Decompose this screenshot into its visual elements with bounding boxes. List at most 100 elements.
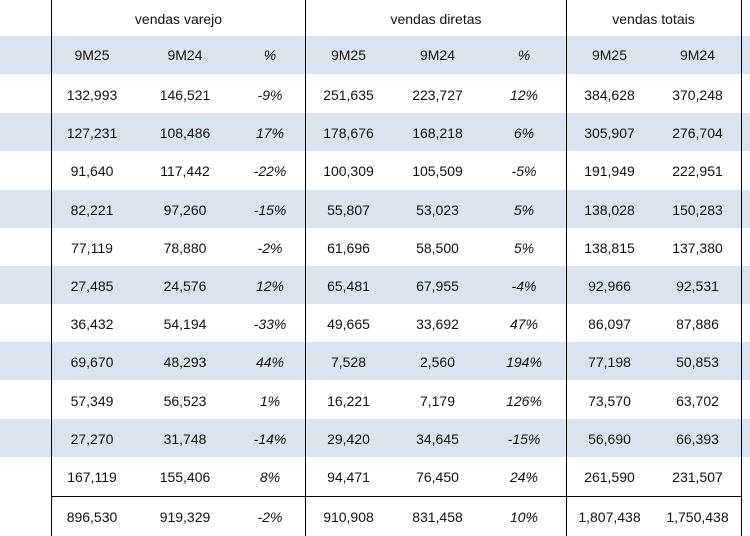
cell-diretas-pct: -5%	[511, 163, 537, 180]
cell-varejo-pct: -22%	[253, 163, 287, 180]
cell-varejo-9m24: 117,442	[160, 163, 210, 180]
cell-diretas-9m25: 7,528	[330, 354, 367, 371]
rule-left	[51, 0, 52, 536]
cell-totais-9m25: 56,690	[588, 430, 631, 447]
cell-varejo-pct: -33%	[253, 316, 287, 333]
cell-totais-9m25: 86,097	[588, 316, 631, 333]
cell-diretas-9m25: 94,471	[327, 469, 370, 485]
cell-diretas-9m25: 910,908	[323, 509, 374, 525]
group-header-varejo: vendas varejo	[134, 11, 223, 27]
cell-diretas-9m24: 831,458	[412, 509, 463, 525]
cell-totais-9m25: 92,966	[588, 278, 631, 294]
cell-varejo-9m25: 27,270	[70, 430, 114, 447]
cell-varejo-9m24: 919,329	[159, 509, 211, 525]
row-band	[0, 342, 750, 381]
group-header-totais: vendas totais	[612, 11, 695, 27]
cell-totais-9m25: 305,907	[584, 125, 635, 142]
cell-varejo-9m24: 31,748	[163, 430, 207, 447]
cell-diretas-9m25: 16,221	[327, 392, 370, 409]
col-header-diretas-pct: %	[517, 47, 531, 63]
cell-diretas-pct: 10%	[509, 509, 539, 525]
cell-diretas-9m24: 53,023	[416, 201, 459, 218]
cell-diretas-pct: 5%	[513, 201, 535, 218]
cell-varejo-pct: 1%	[259, 392, 281, 409]
cell-varejo-9m24: 48,293	[163, 354, 207, 371]
cell-varejo-9m25: 127,231	[66, 125, 118, 142]
cell-diretas-9m25: 178,676	[323, 125, 374, 142]
cell-totais-9m24: 276,704	[672, 125, 723, 142]
cell-diretas-pct: -4%	[511, 278, 537, 294]
cell-varejo-pct: 17%	[255, 125, 285, 142]
cell-varejo-9m25: 91,640	[70, 163, 114, 180]
cell-varejo-9m24: 54,194	[163, 316, 207, 333]
subheader-band	[0, 36, 750, 74]
cell-varejo-pct: -9%	[257, 87, 283, 103]
cell-diretas-9m24: 2,560	[419, 354, 456, 371]
cell-totais-9m24: 137,380	[672, 239, 723, 256]
cell-varejo-9m24: 155,406	[159, 469, 211, 485]
cell-diretas-9m25: 55,807	[327, 201, 370, 218]
row-band	[0, 113, 750, 152]
col-header-totais-9m24: 9M24	[679, 47, 716, 63]
cell-totais-9m25: 1,807,438	[578, 509, 641, 525]
cell-diretas-9m24: 67,955	[416, 278, 459, 294]
cell-diretas-9m24: 105,509	[412, 163, 463, 180]
rule-total-top	[51, 496, 742, 497]
cell-varejo-9m25: 36,432	[70, 316, 114, 333]
cell-varejo-pct: -2%	[257, 239, 283, 256]
cell-diretas-pct: 12%	[509, 87, 539, 103]
cell-varejo-9m25: 27,485	[70, 278, 114, 294]
cell-varejo-9m25: 132,993	[66, 87, 118, 103]
cell-varejo-9m24: 24,576	[163, 278, 207, 294]
cell-diretas-9m24: 7,179	[419, 392, 456, 409]
cell-diretas-9m24: 33,692	[416, 316, 459, 333]
col-header-varejo-9m25: 9M25	[74, 47, 110, 63]
cell-totais-9m24: 1,750,438	[666, 509, 729, 525]
group-header-diretas: vendas diretas	[390, 11, 482, 27]
cell-varejo-9m24: 146,521	[159, 87, 211, 103]
cell-varejo-pct: -14%	[253, 430, 287, 447]
cell-varejo-9m24: 56,523	[163, 392, 207, 409]
cell-diretas-9m24: 223,727	[412, 87, 463, 103]
cell-diretas-9m25: 29,420	[327, 430, 370, 447]
cell-diretas-9m24: 76,450	[416, 469, 459, 485]
cell-totais-9m24: 87,886	[676, 316, 719, 333]
cell-totais-9m25: 138,028	[584, 201, 635, 218]
cell-varejo-pct: 8%	[259, 469, 281, 485]
col-header-diretas-9m24: 9M24	[419, 47, 456, 63]
cell-varejo-pct: 12%	[255, 278, 285, 294]
cell-varejo-9m25: 69,670	[70, 354, 114, 371]
cell-diretas-pct: 194%	[506, 354, 542, 371]
cell-varejo-9m24: 97,260	[163, 201, 207, 218]
rule-varejo-diretas	[305, 0, 306, 536]
cell-varejo-pct: -15%	[253, 201, 287, 218]
cell-varejo-9m24: 108,486	[159, 125, 211, 142]
cell-totais-9m24: 66,393	[676, 430, 719, 447]
cell-diretas-9m25: 100,309	[323, 163, 374, 180]
cell-diretas-pct: 24%	[509, 469, 539, 485]
cell-diretas-pct: 5%	[513, 239, 535, 256]
cell-diretas-pct: 47%	[509, 316, 539, 333]
cell-totais-9m25: 77,198	[588, 354, 631, 371]
col-header-varejo-pct: %	[263, 47, 277, 63]
cell-varejo-pct: 44%	[255, 354, 285, 371]
rule-right	[741, 0, 742, 536]
col-header-diretas-9m25: 9M25	[330, 47, 367, 63]
cell-diretas-9m25: 61,696	[327, 239, 370, 256]
cell-varejo-9m25: 167,119	[67, 469, 117, 485]
cell-totais-9m24: 231,507	[672, 469, 723, 485]
cell-totais-9m24: 63,702	[676, 392, 719, 409]
col-header-varejo-9m24: 9M24	[167, 47, 203, 63]
cell-totais-9m25: 73,570	[588, 392, 631, 409]
cell-varejo-9m25: 77,119	[71, 239, 113, 256]
cell-diretas-9m25: 251,635	[323, 87, 374, 103]
rule-diretas-totais	[566, 0, 567, 536]
row-band	[0, 418, 750, 457]
cell-totais-9m24: 222,951	[672, 163, 723, 180]
row-band	[0, 189, 750, 228]
cell-varejo-9m25: 57,349	[70, 392, 114, 409]
cell-totais-9m25: 261,590	[584, 469, 635, 485]
cell-totais-9m25: 191,949	[584, 163, 635, 180]
col-header-totais-9m25: 9M25	[591, 47, 628, 63]
